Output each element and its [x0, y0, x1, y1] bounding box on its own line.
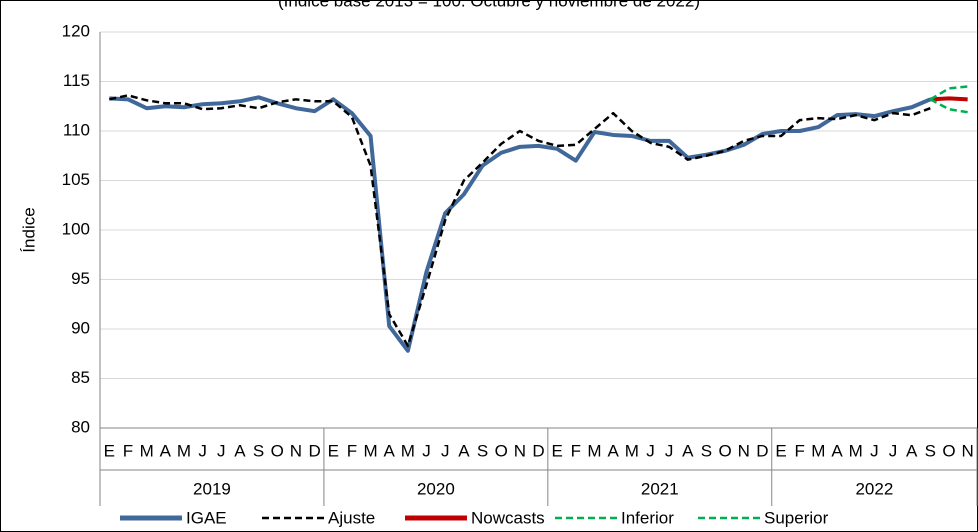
year-label: 2022 — [855, 479, 893, 498]
x-tick-label: E — [328, 441, 339, 460]
x-tick-label: M — [177, 441, 191, 460]
x-tick-label: A — [458, 441, 470, 460]
chart-title: (Índice base 2013 = 100. Octubre y novie… — [278, 0, 700, 10]
x-tick-label: E — [775, 441, 786, 460]
legend-label: Inferior — [621, 508, 674, 527]
x-tick-label: A — [682, 441, 694, 460]
y-tick-label: 115 — [63, 71, 90, 90]
x-tick-label: D — [532, 441, 544, 460]
x-tick-label: J — [665, 441, 674, 460]
legend-label: Nowcasts — [471, 508, 545, 527]
series-line — [929, 85, 968, 101]
y-tick-label: 90 — [71, 318, 90, 337]
year-label: 2019 — [193, 479, 231, 498]
y-tick-label: 105 — [62, 170, 90, 189]
x-tick-label: S — [701, 441, 712, 460]
x-tick-label: N — [290, 441, 302, 460]
x-tick-label: O — [718, 441, 731, 460]
x-tick-label: F — [571, 441, 581, 460]
x-tick-label: A — [607, 441, 619, 460]
x-tick-label: S — [477, 441, 488, 460]
x-tick-label: N — [738, 441, 750, 460]
x-tick-label: E — [551, 441, 562, 460]
x-tick-label: O — [271, 441, 284, 460]
x-tick-label: O — [495, 441, 508, 460]
x-tick-label: A — [384, 441, 396, 460]
x-tick-label: M — [363, 441, 377, 460]
y-tick-label: 95 — [71, 269, 90, 288]
x-tick-label: O — [942, 441, 955, 460]
x-tick-label: D — [756, 441, 768, 460]
x-tick-label: D — [308, 441, 320, 460]
year-label: 2020 — [417, 479, 455, 498]
series-line — [930, 96, 968, 102]
x-tick-label: M — [811, 441, 825, 460]
x-tick-label: S — [925, 441, 936, 460]
x-tick-label: J — [198, 441, 207, 460]
series-line — [109, 94, 931, 348]
x-tick-label: E — [104, 441, 115, 460]
x-tick-label: J — [422, 441, 431, 460]
legend-label: IGAE — [186, 508, 227, 527]
x-tick-label: J — [441, 441, 450, 460]
y-tick-label: 120 — [62, 21, 90, 40]
x-tick-label: A — [160, 441, 172, 460]
x-tick-label: M — [587, 441, 601, 460]
series-line — [929, 98, 968, 114]
x-tick-label: J — [889, 441, 898, 460]
y-tick-label: 80 — [71, 417, 90, 436]
legend-label: Superior — [764, 508, 829, 527]
y-tick-label: 100 — [62, 219, 90, 238]
x-tick-label: A — [831, 441, 843, 460]
y-tick-label: 110 — [63, 120, 90, 139]
legend-label: Ajuste — [328, 508, 375, 527]
y-tick-label: 85 — [71, 368, 90, 387]
x-tick-label: M — [401, 441, 415, 460]
x-tick-label: M — [625, 441, 639, 460]
x-tick-label: J — [870, 441, 879, 460]
x-tick-label: J — [217, 441, 226, 460]
x-tick-label: A — [906, 441, 918, 460]
year-label: 2021 — [641, 479, 679, 498]
y-axis-label: Índice — [19, 207, 38, 252]
x-tick-label: M — [849, 441, 863, 460]
x-tick-label: F — [123, 441, 133, 460]
x-tick-label: J — [646, 441, 655, 460]
x-tick-label: M — [140, 441, 154, 460]
x-tick-label: S — [253, 441, 264, 460]
x-tick-label: F — [795, 441, 805, 460]
x-tick-label: F — [347, 441, 357, 460]
x-tick-label: N — [514, 441, 526, 460]
series-line — [109, 95, 932, 353]
x-tick-label: N — [962, 441, 974, 460]
x-tick-label: A — [234, 441, 246, 460]
